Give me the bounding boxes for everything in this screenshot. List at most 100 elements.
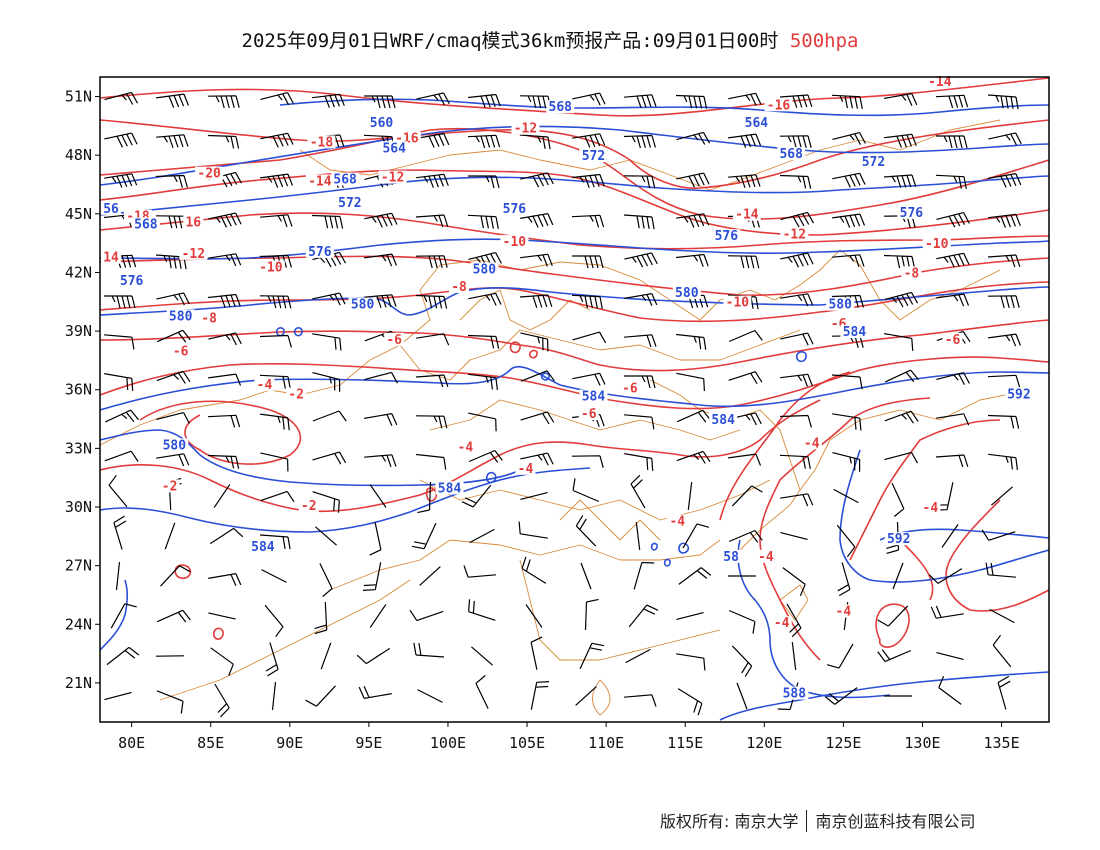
temperature-label: -20 (197, 167, 221, 182)
geopotential-label: 588 (783, 687, 807, 702)
wind-barb (265, 642, 279, 677)
wind-barb (580, 562, 592, 590)
temperature-label: -10 (726, 296, 750, 311)
wind-barb (305, 685, 336, 707)
wind-barb (988, 173, 1022, 188)
temperature-label: -4 (923, 501, 939, 516)
wind-barb (156, 412, 190, 424)
wind-barb (530, 681, 550, 710)
wind-barb (831, 94, 863, 110)
geopotential-label-bg (160, 438, 189, 452)
wind-barb (415, 415, 448, 429)
wind-barb (779, 94, 813, 108)
temperature-label-bg (455, 440, 476, 454)
wind-barb (312, 372, 341, 392)
wind-barb (780, 293, 814, 307)
geopotential-label: 572 (862, 155, 885, 170)
wind-barb (104, 91, 139, 105)
wind-barb (884, 291, 919, 308)
temperature-label: -8 (201, 311, 217, 326)
wind-barb (571, 294, 603, 310)
wind-barb (936, 135, 968, 149)
wind-barb (728, 453, 762, 466)
wind-barb (467, 334, 500, 349)
geopotential-label-bg (546, 100, 575, 114)
wind-barb (572, 173, 605, 188)
temperature-label-bg (179, 246, 208, 260)
wind-barb (208, 212, 242, 228)
x-tick-label: 115E (667, 734, 703, 752)
x-tick-label: 135E (983, 734, 1019, 752)
temperature-label-bg (922, 237, 951, 251)
wind-barb (836, 524, 856, 558)
wind-barb (987, 295, 1020, 309)
title-level: 500hpa (789, 30, 859, 52)
geopotential-label: 584 (438, 481, 462, 496)
wind-barb (104, 173, 138, 188)
wind-barb (468, 599, 496, 621)
wind-barb (624, 414, 655, 430)
wind-barb (824, 687, 858, 705)
temperature-label-bg (833, 604, 854, 618)
wind-barb (988, 453, 1018, 471)
wind-barb (941, 524, 959, 548)
temperature-label-bg (500, 235, 529, 249)
y-tick-label: 21N (65, 674, 92, 692)
wind-barb (676, 172, 710, 188)
wind-barb (677, 688, 703, 716)
geopotential-label-bg (709, 412, 738, 426)
wind-barb (988, 132, 1022, 146)
wind-barb (780, 493, 814, 507)
geopotential-label-bg (742, 115, 771, 129)
temperature-label-bg (170, 344, 191, 358)
wind-barb (884, 451, 919, 464)
temperature-label-bg (305, 174, 334, 188)
wind-barb (571, 214, 605, 228)
wind-barb (417, 481, 432, 514)
wind-barb (156, 93, 190, 108)
geopotential-label-bg (331, 172, 360, 186)
geopotential-label: 580 (828, 298, 852, 313)
temperature-label: -8 (904, 266, 920, 281)
wind-barb (780, 252, 814, 268)
x-tick-label: 120E (746, 734, 782, 752)
temperature-label: -12 (783, 227, 806, 242)
temperature-label-bg (619, 381, 640, 395)
geopotential-label-bg (367, 115, 396, 129)
wind-barb (104, 373, 134, 391)
wind-barb (935, 94, 969, 109)
wind-barb (520, 253, 553, 267)
wind-barb (415, 214, 449, 228)
wind-barb (214, 683, 230, 718)
wind-barb (987, 414, 1020, 429)
wind-barb (311, 214, 344, 229)
wind-barb (884, 133, 917, 148)
wind-barb (833, 488, 859, 504)
geopotential-label-bg (435, 481, 464, 495)
wind-barb (264, 604, 284, 638)
wind-barb (520, 492, 548, 500)
wind-barb (877, 605, 909, 627)
wind-barb (259, 534, 291, 550)
wind-barb (156, 690, 184, 714)
wind-barb (312, 451, 347, 465)
copyright-text: 版权所有: 南京大学 (660, 812, 799, 831)
geopotential-label: 576 (715, 229, 739, 244)
wind-barb (682, 523, 710, 549)
geopotential-label: 584 (711, 413, 735, 428)
temperature-label-bg (298, 498, 319, 512)
wind-barb (104, 132, 138, 148)
wind-barb (312, 333, 342, 351)
temperature-label: -6 (173, 345, 189, 360)
wind-barb (883, 254, 916, 269)
temperature-label-bg (101, 250, 122, 264)
x-tick-label: 125E (825, 734, 861, 752)
wind-barb (364, 454, 397, 468)
geopotential-label-bg (884, 532, 913, 546)
wind-barb (935, 454, 969, 468)
geopotential-label: 564 (382, 141, 406, 156)
wind-barb (463, 565, 496, 578)
wind-barb (364, 371, 399, 384)
wind-barb (312, 410, 347, 422)
wind-barb (791, 642, 797, 670)
